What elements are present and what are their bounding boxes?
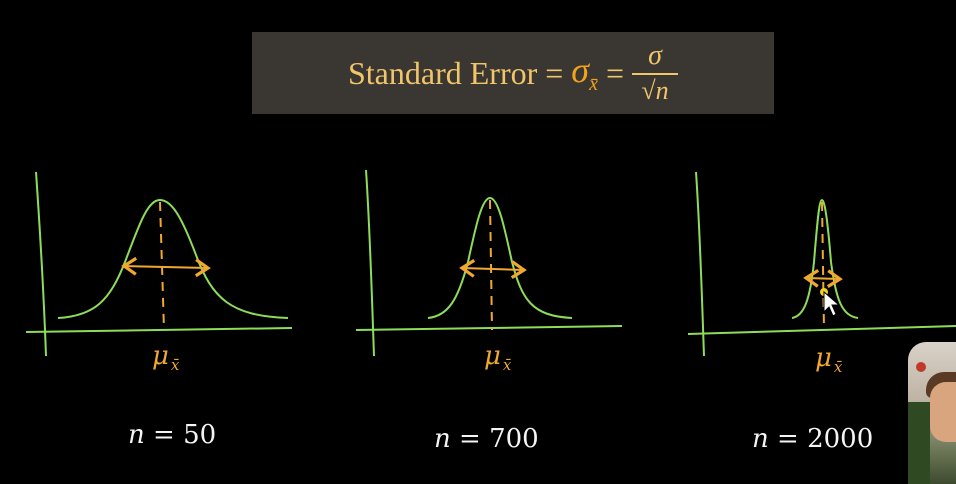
sigma-over-root-n-fraction: σ √n xyxy=(632,42,678,104)
standard-error-formula: Standard Error = σx̄ = σ √n xyxy=(252,32,774,114)
fraction-denominator: √n xyxy=(641,76,669,105)
fraction-bar xyxy=(632,73,678,75)
spread-arrow-3 xyxy=(803,268,843,289)
mean-line-3 xyxy=(821,201,825,331)
y-axis-2 xyxy=(365,169,375,357)
y-axis-3 xyxy=(695,171,705,357)
mean-line-2 xyxy=(489,199,493,331)
spread-arrow-2 xyxy=(459,259,527,279)
mu-label-2: μ x̄ xyxy=(484,341,512,374)
sample-size-label-2: n = 700 xyxy=(434,424,539,454)
mu-label-3: μ x̄ xyxy=(815,343,843,376)
sample-size-label-1: n = 50 xyxy=(128,420,217,450)
y-axis-1 xyxy=(35,171,47,357)
presenter-face xyxy=(930,382,956,442)
panel-n2000 xyxy=(687,171,956,357)
spread-arrow-1 xyxy=(121,256,211,278)
x-axis-3 xyxy=(687,325,956,335)
bell-curve-2 xyxy=(427,196,573,319)
sigma-xbar-symbol: σx̄ xyxy=(571,50,598,96)
mouse-pointer-icon xyxy=(823,290,841,317)
mu-label-1: μ x̄ xyxy=(152,341,180,374)
panel-n50 xyxy=(25,171,293,357)
x-axis-1 xyxy=(25,327,293,333)
bell-curve-1 xyxy=(57,198,289,319)
mu-labels: μ x̄ μ x̄ μ x̄ xyxy=(152,341,843,376)
x-axis-2 xyxy=(355,325,623,331)
panel-n700 xyxy=(355,169,623,357)
formula-equals: = xyxy=(605,54,624,91)
plant-background xyxy=(908,402,930,484)
fraction-numerator: σ xyxy=(648,40,662,71)
ornament-icon xyxy=(916,362,926,372)
bell-curve-3 xyxy=(791,198,859,319)
sample-size-label-3: n = 2000 xyxy=(752,424,874,454)
formula-lead-text: Standard Error = xyxy=(347,54,564,91)
presenter-webcam-overlay xyxy=(908,342,956,484)
